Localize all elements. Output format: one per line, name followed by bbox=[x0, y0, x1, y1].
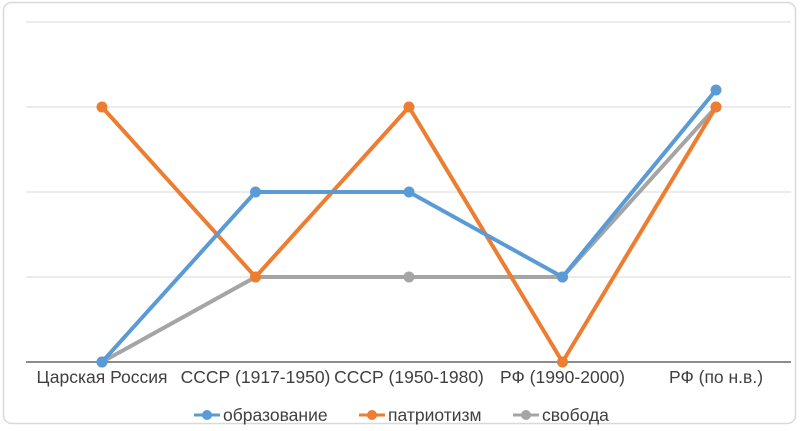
x-axis-label: РФ (1990-2000) bbox=[500, 367, 625, 387]
data-point-marker[interactable] bbox=[403, 271, 415, 283]
x-axis-label: СССР (1917-1950) bbox=[181, 367, 331, 387]
data-point-marker[interactable] bbox=[710, 101, 722, 113]
data-point-marker[interactable] bbox=[96, 101, 108, 113]
x-axis-label: Царская Россия bbox=[36, 367, 167, 387]
x-axis-label: РФ (по н.в.) bbox=[669, 367, 763, 387]
data-point-marker[interactable] bbox=[710, 84, 722, 96]
data-point-marker[interactable] bbox=[403, 101, 415, 113]
legend-label: патриотизм bbox=[388, 405, 482, 425]
legend-item[interactable]: образование bbox=[194, 405, 328, 425]
legend-marker-icon bbox=[367, 410, 377, 420]
legend-marker-icon bbox=[202, 410, 212, 420]
data-point-marker[interactable] bbox=[250, 186, 261, 198]
chart-frame bbox=[2, 1, 797, 425]
data-point-marker[interactable] bbox=[250, 271, 261, 283]
data-point-marker[interactable] bbox=[557, 356, 568, 368]
data-point-marker[interactable] bbox=[403, 186, 415, 198]
legend-item[interactable]: патриотизм bbox=[359, 405, 482, 425]
legend-marker-icon bbox=[521, 410, 531, 420]
legend-item[interactable]: свобода bbox=[513, 405, 609, 425]
data-point-marker[interactable] bbox=[96, 356, 108, 368]
data-point-marker[interactable] bbox=[557, 271, 568, 283]
x-axis-label: СССР (1950-1980) bbox=[334, 367, 484, 387]
legend-label: свобода bbox=[542, 405, 609, 425]
legend-label: образование bbox=[223, 405, 328, 425]
